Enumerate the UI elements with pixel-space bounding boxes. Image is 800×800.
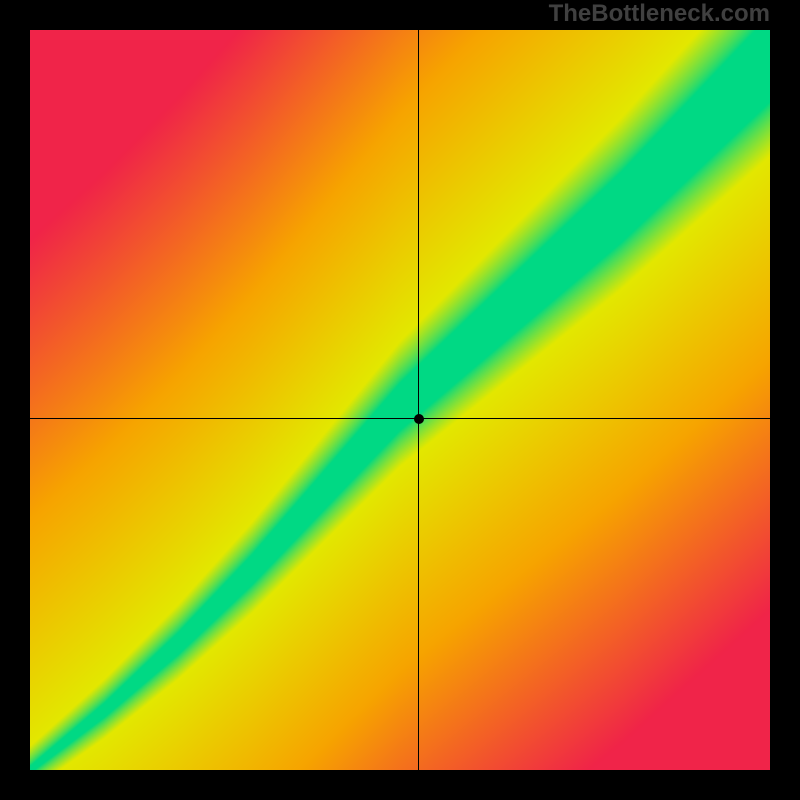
border-left xyxy=(0,0,30,800)
border-bottom xyxy=(0,770,800,800)
border-right xyxy=(770,0,800,800)
crosshair-horizontal xyxy=(30,418,770,419)
bottleneck-heatmap xyxy=(30,30,770,770)
selection-marker xyxy=(414,414,424,424)
crosshair-vertical xyxy=(418,30,419,770)
attribution-text: TheBottleneck.com xyxy=(549,0,770,28)
